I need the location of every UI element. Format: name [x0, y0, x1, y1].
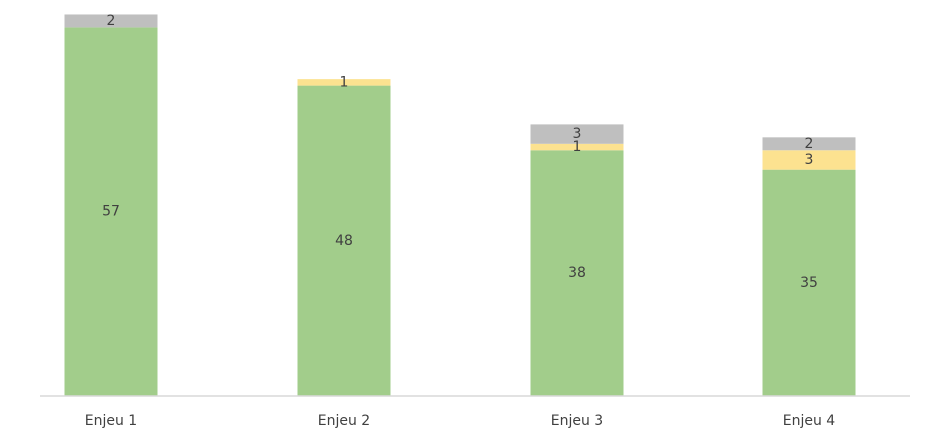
- data-label-4-2: 3: [805, 152, 814, 168]
- x-tick-label: Enjeu 1: [85, 413, 137, 429]
- data-label-3-2: 1: [573, 139, 582, 155]
- bar-segment-3-3: [530, 124, 624, 144]
- bar-segment-4-1: [762, 169, 856, 396]
- data-label-3-3: 3: [573, 126, 582, 142]
- bar-segment-2-1: [297, 85, 391, 396]
- data-label-1-1: 57: [102, 204, 120, 220]
- bar-segment-2-2: [297, 79, 391, 86]
- bar-segment-4-3: [762, 137, 856, 151]
- data-label-4-1: 35: [800, 275, 818, 291]
- x-tick-label: Enjeu 3: [551, 413, 603, 429]
- data-label-4-3: 2: [805, 136, 814, 152]
- bar-segment-1-3: [64, 14, 158, 28]
- bar-segment-3-1: [530, 150, 624, 396]
- x-tick-label: Enjeu 2: [318, 413, 370, 429]
- data-label-2-2: 1: [340, 74, 349, 90]
- x-tick-labels: Enjeu 1 Enjeu 2 Enjeu 3 Enjeu 4: [85, 413, 836, 429]
- data-label-3-1: 38: [568, 265, 586, 281]
- bars-group: [64, 14, 856, 397]
- x-tick-label: Enjeu 4: [783, 413, 836, 429]
- bar-segment-1-1: [64, 27, 158, 397]
- data-label-2-1: 48: [335, 233, 353, 249]
- data-label-1-3: 2: [107, 13, 116, 29]
- bar-segment-4-2: [762, 150, 856, 170]
- bar-segment-3-2: [530, 143, 624, 151]
